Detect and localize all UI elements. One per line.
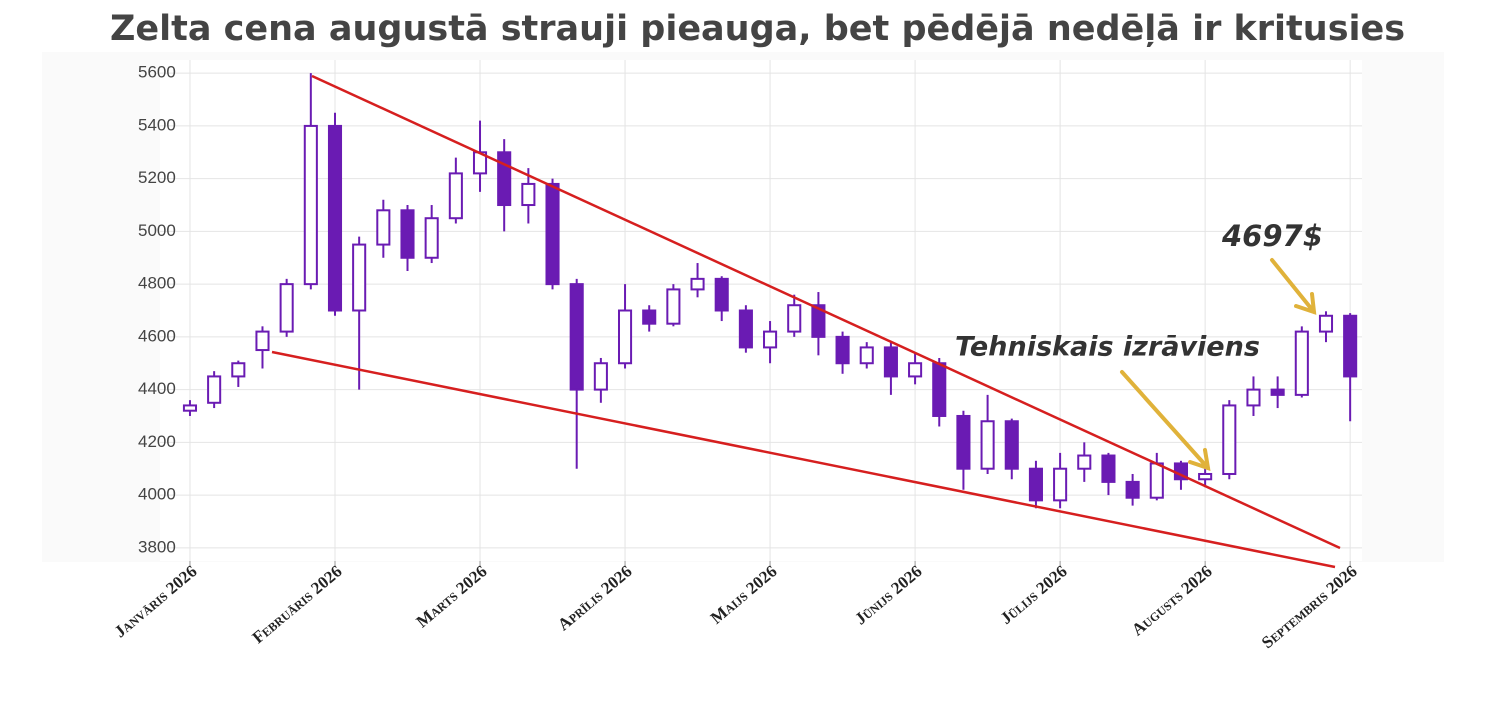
candle-body [1149, 462, 1164, 499]
chart-title: Zelta cena augustā strauji pieauga, bet … [110, 9, 1405, 49]
trend-line-lower [271, 350, 1336, 569]
y-tick-label: 4400 [138, 379, 176, 398]
candle-body [352, 243, 367, 312]
candle-body [593, 362, 608, 391]
candle-body [231, 362, 246, 378]
candle-body [182, 404, 198, 412]
y-tick-label: 5600 [138, 63, 176, 82]
candle-body [1222, 404, 1237, 475]
x-tick-label: Februāris 2026 [249, 562, 346, 648]
candle-body [1053, 467, 1068, 502]
candle-body [1270, 388, 1285, 396]
candle-body [545, 182, 560, 286]
candle-body [690, 277, 705, 291]
candle-body [1246, 388, 1261, 407]
candle-body [787, 304, 802, 333]
candle-body [497, 151, 512, 207]
candle-body [207, 375, 222, 404]
y-tick-label: 5400 [138, 115, 176, 134]
x-tick-label: Augusts 2026 [1128, 562, 1216, 640]
candle-body [448, 172, 463, 220]
arrow [1120, 370, 1211, 471]
trend-line-upper [311, 74, 1341, 550]
candle-body [835, 335, 850, 365]
y-tick-label: 4800 [138, 274, 176, 293]
candle-body [303, 124, 318, 286]
candle-body [714, 277, 729, 312]
x-tick-label: Jūnijs 2026 [851, 562, 926, 629]
candle-body [1125, 480, 1140, 499]
x-tick-label: Jūlijs 2026 [997, 562, 1071, 628]
candle-body [1198, 472, 1213, 481]
candle-body [932, 362, 947, 417]
candle-body [642, 309, 657, 325]
candle-body [908, 362, 923, 378]
candle-body [1004, 420, 1019, 470]
candle-body [569, 283, 584, 391]
candle-body [956, 414, 971, 470]
y-tick-label: 4600 [138, 326, 176, 345]
arrows [1120, 258, 1317, 471]
x-tick-label: Aprīlis 2026 [554, 562, 636, 635]
candle-body [1101, 454, 1116, 483]
y-tick-label: 4000 [138, 485, 176, 504]
y-tick-label: 5200 [138, 168, 176, 187]
candle-body [811, 304, 826, 338]
y-tick-label: 3800 [138, 537, 176, 556]
candle-body [763, 330, 778, 349]
y-tick-label: 5000 [138, 221, 176, 240]
candle-body [859, 346, 874, 365]
candle-body [738, 309, 753, 349]
annotation: 4697$ [1221, 219, 1323, 253]
candle-body [327, 124, 343, 312]
candle-body [1077, 454, 1092, 470]
candle-body [980, 420, 995, 470]
annotation: Tehniskais izrāviens [955, 332, 1260, 363]
x-tick-label: Marts 2026 [413, 562, 491, 632]
x-tick-label: Septembris 2026 [1258, 562, 1361, 653]
candle-body [1343, 314, 1358, 378]
candle-body [1028, 467, 1043, 502]
x-tick-label: Janvāris 2026 [111, 562, 201, 642]
candle-body [617, 309, 633, 365]
candle-body [400, 209, 415, 259]
x-tick-label: Maijs 2026 [707, 562, 781, 628]
candle-body [1318, 314, 1334, 333]
arrow [1270, 258, 1317, 315]
candle-body [521, 182, 536, 207]
candle-body [376, 209, 391, 246]
candle-body [279, 283, 294, 333]
y-tick-label: 4200 [138, 432, 176, 451]
candle-body [666, 288, 681, 325]
candle-body [1294, 330, 1309, 396]
candle-body [424, 217, 439, 259]
candle-body [255, 330, 270, 352]
candle-body [883, 346, 898, 378]
